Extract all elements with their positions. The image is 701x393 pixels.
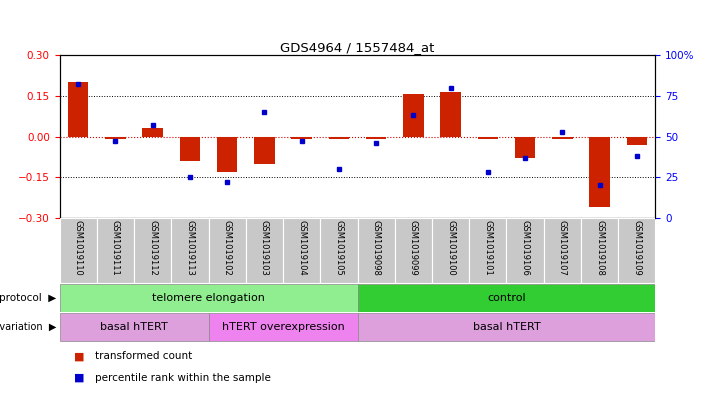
- Bar: [283, 218, 320, 283]
- Text: transformed count: transformed count: [95, 351, 192, 361]
- Text: GSM1019113: GSM1019113: [186, 220, 194, 276]
- Text: GSM1019100: GSM1019100: [446, 220, 455, 276]
- Bar: [358, 218, 395, 283]
- Text: GSM1019110: GSM1019110: [74, 220, 83, 276]
- Bar: [209, 218, 246, 283]
- Bar: [506, 218, 544, 283]
- Bar: [432, 218, 469, 283]
- Text: GSM1019107: GSM1019107: [558, 220, 567, 276]
- Text: ■: ■: [74, 351, 84, 361]
- Bar: [320, 218, 358, 283]
- Bar: [68, 82, 88, 136]
- Bar: [477, 136, 498, 139]
- Bar: [590, 136, 610, 207]
- Bar: [395, 218, 432, 283]
- Bar: [134, 218, 171, 283]
- Text: hTERT overexpression: hTERT overexpression: [222, 322, 344, 332]
- Text: ■: ■: [74, 373, 84, 383]
- Bar: [60, 218, 97, 283]
- Bar: [105, 136, 125, 139]
- Text: GSM1019102: GSM1019102: [223, 220, 231, 276]
- Bar: [358, 313, 655, 341]
- Text: GSM1019099: GSM1019099: [409, 220, 418, 276]
- Bar: [440, 92, 461, 136]
- Text: GSM1019112: GSM1019112: [148, 220, 157, 276]
- Text: GSM1019106: GSM1019106: [521, 220, 529, 276]
- Bar: [515, 136, 536, 158]
- Bar: [581, 218, 618, 283]
- Bar: [97, 218, 134, 283]
- Text: GSM1019103: GSM1019103: [260, 220, 269, 276]
- Title: GDS4964 / 1557484_at: GDS4964 / 1557484_at: [280, 41, 435, 54]
- Bar: [254, 136, 275, 164]
- Text: GSM1019109: GSM1019109: [632, 220, 641, 276]
- Bar: [358, 284, 655, 312]
- Text: GSM1019105: GSM1019105: [334, 220, 343, 276]
- Bar: [179, 136, 200, 161]
- Bar: [403, 94, 423, 136]
- Text: basal hTERT: basal hTERT: [472, 322, 540, 332]
- Bar: [209, 313, 358, 341]
- Text: percentile rank within the sample: percentile rank within the sample: [95, 373, 271, 383]
- Bar: [469, 218, 506, 283]
- Bar: [142, 129, 163, 136]
- Text: GSM1019111: GSM1019111: [111, 220, 120, 276]
- Bar: [618, 218, 655, 283]
- Text: GSM1019104: GSM1019104: [297, 220, 306, 276]
- Text: protocol  ▶: protocol ▶: [0, 293, 56, 303]
- Bar: [329, 136, 349, 139]
- Bar: [171, 218, 209, 283]
- Text: GSM1019108: GSM1019108: [595, 220, 604, 276]
- Bar: [60, 284, 358, 312]
- Text: telomere elongation: telomere elongation: [152, 293, 265, 303]
- Bar: [544, 218, 581, 283]
- Bar: [246, 218, 283, 283]
- Bar: [627, 136, 647, 145]
- Text: basal hTERT: basal hTERT: [100, 322, 168, 332]
- Text: control: control: [487, 293, 526, 303]
- Bar: [366, 136, 386, 139]
- Text: GSM1019098: GSM1019098: [372, 220, 381, 276]
- Text: GSM1019101: GSM1019101: [484, 220, 492, 276]
- Bar: [292, 136, 312, 139]
- Text: genotype/variation  ▶: genotype/variation ▶: [0, 322, 56, 332]
- Bar: [217, 136, 238, 172]
- Bar: [60, 313, 209, 341]
- Bar: [552, 136, 573, 139]
